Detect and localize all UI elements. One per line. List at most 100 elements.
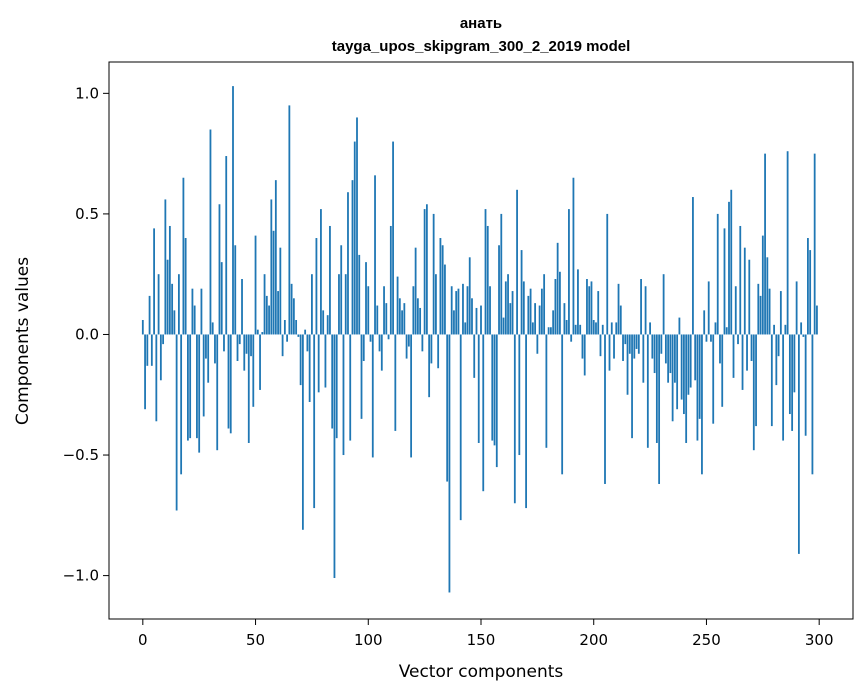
x-tick-label: 50 xyxy=(246,631,265,649)
bar-201 xyxy=(595,322,597,335)
bar-270 xyxy=(750,334,753,361)
bar-118 xyxy=(407,334,410,347)
bar-164 xyxy=(511,291,514,335)
bar-293 xyxy=(802,334,805,337)
x-tick-label: 200 xyxy=(579,631,608,649)
bar-281 xyxy=(775,334,778,386)
bar-90 xyxy=(344,274,347,335)
bar-92 xyxy=(349,334,352,441)
bar-145 xyxy=(468,257,471,335)
bar-130 xyxy=(435,274,437,335)
bar-173 xyxy=(531,322,534,335)
chart-subtitle: tayga_upos_skipgram_300_2_2019 model xyxy=(332,38,631,55)
bar-194 xyxy=(579,324,582,335)
bar-152 xyxy=(484,209,487,335)
bar-190 xyxy=(570,334,573,342)
bar-95 xyxy=(356,117,358,335)
x-tick-label: 300 xyxy=(805,631,834,649)
bar-149 xyxy=(477,334,480,443)
bar-128 xyxy=(430,334,433,364)
bar-236 xyxy=(673,334,676,383)
bar-15 xyxy=(175,334,178,511)
bar-251 xyxy=(707,281,710,335)
bar-285 xyxy=(784,324,787,335)
bar-154 xyxy=(489,286,491,335)
bar-214 xyxy=(624,334,627,345)
bar-108 xyxy=(385,303,388,335)
bar-39 xyxy=(229,334,232,434)
bar-73 xyxy=(306,334,309,352)
bar-274 xyxy=(759,295,762,335)
bar-134 xyxy=(444,264,446,335)
bar-71 xyxy=(301,334,304,530)
bar-153 xyxy=(486,225,489,335)
bar-228 xyxy=(655,334,658,443)
bar-170 xyxy=(525,334,527,509)
bar-254 xyxy=(714,322,717,335)
bar-260 xyxy=(728,201,730,335)
bar-229 xyxy=(658,334,661,484)
bar-55 xyxy=(265,295,268,335)
bar-263 xyxy=(734,286,737,335)
bar-271 xyxy=(752,334,755,451)
bar-237 xyxy=(676,334,679,410)
bar-28 xyxy=(205,334,207,359)
bar-209 xyxy=(613,334,615,359)
bar-101 xyxy=(369,334,372,342)
bar-292 xyxy=(800,322,803,335)
x-tick-label: 150 xyxy=(467,631,496,649)
bar-217 xyxy=(631,334,633,439)
bar-139 xyxy=(455,291,458,335)
bar-195 xyxy=(581,334,584,359)
bar-81 xyxy=(324,334,327,388)
bar-155 xyxy=(491,334,494,441)
bar-277 xyxy=(766,257,769,335)
bar-104 xyxy=(376,305,379,335)
bar-86 xyxy=(335,334,338,439)
bar-179 xyxy=(545,334,548,448)
bar-65 xyxy=(288,105,291,335)
bar-85 xyxy=(333,334,336,579)
bar-9 xyxy=(162,334,165,345)
plot-frame xyxy=(108,61,854,620)
bar-246 xyxy=(696,334,699,441)
bar-6 xyxy=(155,334,158,422)
bar-113 xyxy=(396,276,399,335)
bar-177 xyxy=(540,288,543,335)
bar-234 xyxy=(669,334,672,374)
bar-240 xyxy=(683,334,685,415)
bar-147 xyxy=(473,334,476,378)
y-tick-label: 0.5 xyxy=(75,205,99,223)
bar-133 xyxy=(441,245,444,335)
bar-25 xyxy=(198,334,201,453)
bar-120 xyxy=(412,286,415,335)
bar-298 xyxy=(813,153,816,335)
bar-282 xyxy=(777,334,780,357)
bar-295 xyxy=(807,238,809,335)
bar-126 xyxy=(425,204,428,335)
bar-34 xyxy=(218,204,221,335)
bar-297 xyxy=(811,334,814,475)
bar-91 xyxy=(347,192,349,335)
bar-58 xyxy=(272,230,275,335)
bar-106 xyxy=(380,334,383,371)
bar-159 xyxy=(500,213,503,335)
bar-187 xyxy=(563,303,566,335)
bar-288 xyxy=(791,334,794,431)
bar-198 xyxy=(588,286,591,335)
bar-96 xyxy=(358,254,361,335)
bar-183 xyxy=(554,279,557,335)
bar-193 xyxy=(577,269,579,335)
bar-175 xyxy=(536,334,539,354)
bar-137 xyxy=(450,286,453,335)
bar-2 xyxy=(146,334,149,366)
bar-248 xyxy=(701,334,703,475)
bar-247 xyxy=(698,334,701,419)
bar-160 xyxy=(502,317,505,335)
bar-56 xyxy=(268,305,270,335)
bar-19 xyxy=(184,238,187,335)
bar-12 xyxy=(168,225,171,335)
bar-202 xyxy=(597,291,600,335)
bar-188 xyxy=(565,320,568,335)
bar-42 xyxy=(236,334,239,361)
